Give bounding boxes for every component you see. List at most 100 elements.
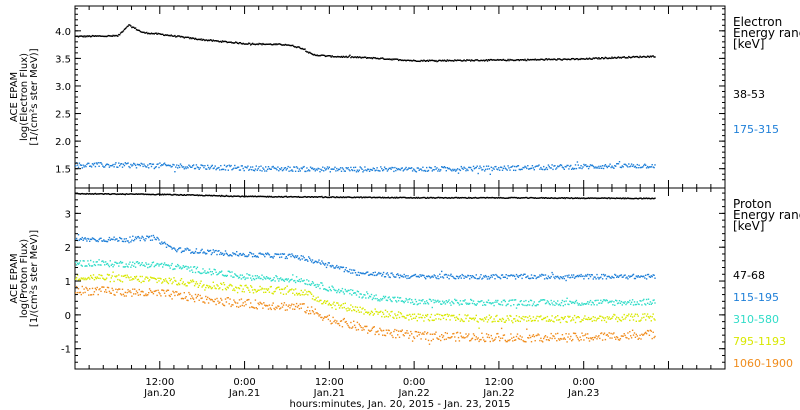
proton-point-310-580 xyxy=(343,293,345,295)
proton-point-1060-1900 xyxy=(358,323,360,325)
proton-point-47-68 xyxy=(326,196,329,199)
electron-point-175-315 xyxy=(123,164,126,167)
proton-point-115-195 xyxy=(645,274,647,276)
electron-point-175-315 xyxy=(460,165,462,168)
proton-point-1060-1900 xyxy=(360,326,362,329)
proton-point-1060-1900 xyxy=(292,308,294,310)
proton-point-795-1193 xyxy=(600,315,602,318)
proton-point-47-68 xyxy=(573,197,576,199)
proton-point-310-580 xyxy=(129,261,131,263)
electron-point-175-315 xyxy=(350,166,352,169)
electron-point-175-315 xyxy=(532,167,535,169)
electron-point-175-315 xyxy=(607,165,609,168)
proton-point-115-195 xyxy=(443,274,446,276)
proton-point-795-1193 xyxy=(103,278,105,280)
proton-point-795-1193 xyxy=(190,279,192,282)
proton-point-115-195 xyxy=(230,254,232,257)
proton-point-47-68 xyxy=(189,194,191,196)
proton-point-310-580 xyxy=(376,298,378,300)
electron-point-175-315 xyxy=(455,169,458,171)
proton-point-1060-1900 xyxy=(315,312,317,314)
electron-point-175-315 xyxy=(535,165,537,167)
proton-point-310-580 xyxy=(367,297,370,299)
electron-point-38-53 xyxy=(117,35,119,37)
proton-point-1060-1900 xyxy=(227,297,229,299)
proton-point-47-68 xyxy=(350,196,352,199)
proton-point-47-68 xyxy=(641,198,643,200)
electron-ylabel-line: log(Electron Flux) xyxy=(19,53,30,141)
electron-point-175-315 xyxy=(557,165,559,167)
proton-point-310-580 xyxy=(572,301,574,303)
electron-point-38-53 xyxy=(439,59,441,61)
proton-point-115-195 xyxy=(86,240,88,242)
proton-point-115-195 xyxy=(630,275,633,277)
electron-point-38-53 xyxy=(184,36,186,38)
proton-point-115-195 xyxy=(276,253,278,256)
proton-point-310-580 xyxy=(279,278,281,280)
proton-point-1060-1900 xyxy=(436,337,438,339)
electron-point-175-315 xyxy=(163,162,166,164)
proton-point-115-195 xyxy=(467,274,469,277)
electron-point-38-53 xyxy=(172,35,174,37)
proton-point-310-580 xyxy=(541,299,543,301)
electron-point-175-315 xyxy=(629,166,631,168)
electron-point-175-315 xyxy=(313,168,316,170)
proton-point-310-580 xyxy=(243,276,245,278)
proton-point-1060-1900 xyxy=(421,333,423,335)
proton-point-310-580 xyxy=(557,304,560,306)
electron-ytick-label: 3.0 xyxy=(55,82,71,93)
proton-point-115-195 xyxy=(378,271,380,274)
electron-point-175-315 xyxy=(209,167,212,169)
proton-point-1060-1900 xyxy=(514,339,517,341)
proton-point-1060-1900 xyxy=(528,337,530,339)
proton-point-1060-1900 xyxy=(542,341,544,343)
electron-point-38-53 xyxy=(288,44,290,46)
proton-point-1060-1900 xyxy=(102,286,104,288)
proton-point-115-195 xyxy=(400,275,403,278)
proton-point-795-1193 xyxy=(169,279,171,282)
proton-point-1060-1900 xyxy=(561,334,564,336)
electron-point-38-53 xyxy=(532,58,535,61)
proton-point-795-1193 xyxy=(510,315,512,317)
proton-point-310-580 xyxy=(443,301,446,303)
proton-point-1060-1900 xyxy=(85,286,87,289)
proton-point-1060-1900 xyxy=(444,332,447,334)
proton-point-310-580 xyxy=(445,300,447,302)
electron-point-38-53 xyxy=(557,58,560,60)
proton-point-1060-1900 xyxy=(650,330,652,332)
proton-point-310-580 xyxy=(559,304,562,307)
proton-point-47-68 xyxy=(603,197,606,199)
proton-point-115-195 xyxy=(421,274,423,276)
proton-point-1060-1900 xyxy=(248,298,250,301)
electron-point-175-315 xyxy=(303,165,305,168)
electron-point-175-315 xyxy=(653,166,655,169)
proton-point-47-68 xyxy=(420,197,422,199)
proton-point-1060-1900 xyxy=(291,303,293,305)
proton-point-1060-1900 xyxy=(380,329,382,331)
proton-point-115-195 xyxy=(243,253,245,256)
proton-point-310-580 xyxy=(289,279,291,282)
proton-point-1060-1900 xyxy=(642,334,644,336)
proton-point-47-68 xyxy=(324,196,326,198)
proton-point-1060-1900 xyxy=(297,304,300,307)
electron-point-175-315 xyxy=(263,168,265,170)
electron-point-175-315 xyxy=(244,166,246,168)
proton-point-47-68 xyxy=(487,197,490,199)
proton-point-115-195 xyxy=(587,273,589,276)
electron-point-38-53 xyxy=(294,46,297,48)
proton-point-115-195 xyxy=(553,276,555,278)
electron-point-38-53 xyxy=(391,59,393,61)
electron-point-38-53 xyxy=(577,58,579,61)
proton-point-1060-1900 xyxy=(224,298,227,300)
electron-point-38-53 xyxy=(279,43,281,45)
proton-point-310-580 xyxy=(178,267,181,269)
proton-point-1060-1900 xyxy=(462,336,464,338)
xtick-label-date: Jan.21 xyxy=(313,388,345,399)
electron-point-175-315 xyxy=(383,166,386,168)
electron-point-175-315 xyxy=(104,166,106,168)
electron-point-175-315 xyxy=(330,168,332,170)
proton-point-1060-1900 xyxy=(226,297,228,299)
proton-point-1060-1900 xyxy=(354,326,357,329)
electron-point-175-315 xyxy=(529,167,532,170)
proton-point-47-68 xyxy=(253,195,256,198)
